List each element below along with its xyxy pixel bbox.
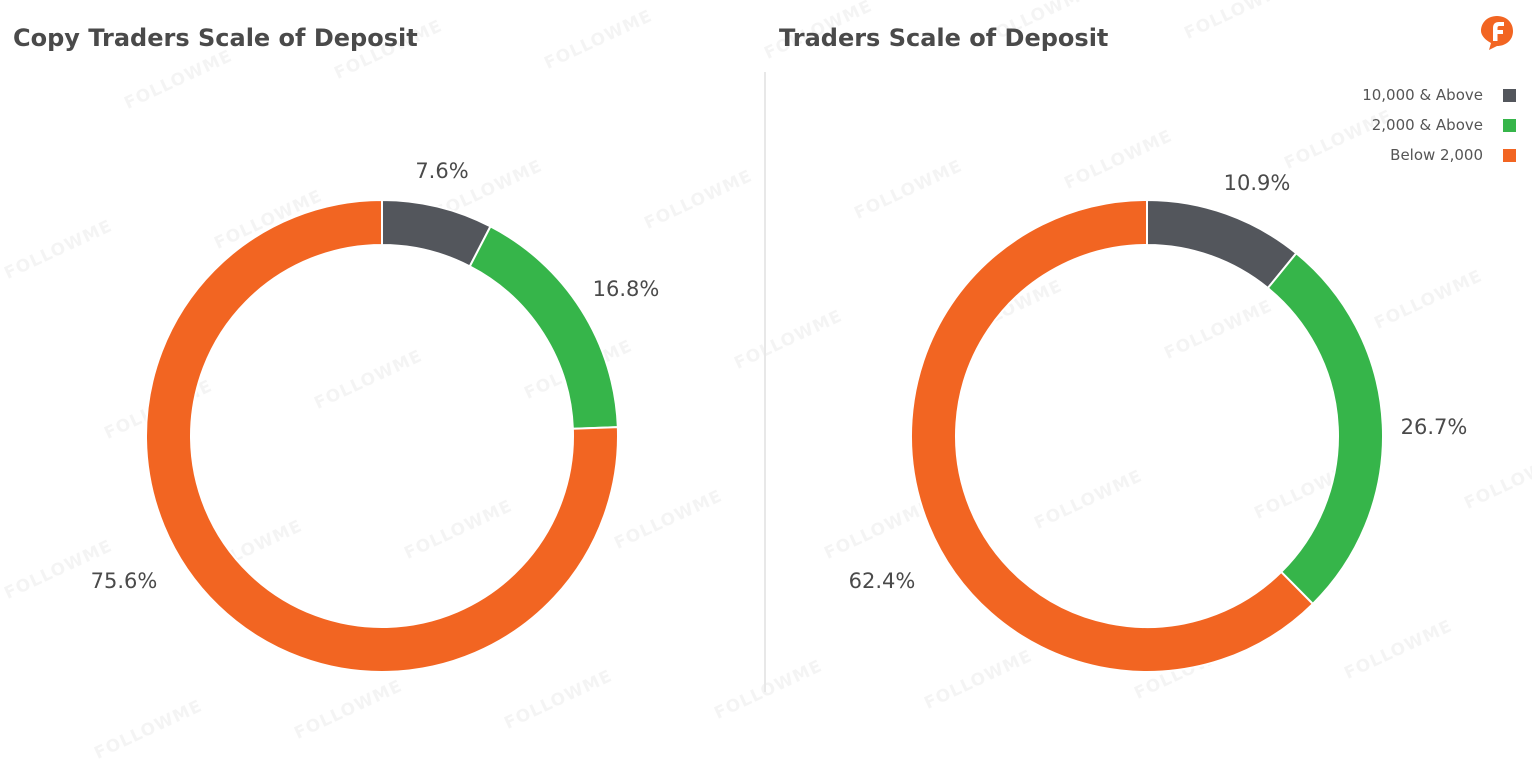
chart-title-traders: Traders Scale of Deposit <box>779 24 1109 52</box>
slice-value-label: 26.7% <box>1401 415 1468 439</box>
donut-slice-2000-above[interactable] <box>468 225 619 430</box>
slice-value-label: 10.9% <box>1224 171 1291 195</box>
panel-divider <box>764 72 766 692</box>
followme-logo-icon <box>1481 16 1513 50</box>
chart-title-copy-traders: Copy Traders Scale of Deposit <box>13 24 418 52</box>
legend-item-2000-above[interactable]: 2,000 & Above <box>1362 110 1516 140</box>
slice-value-label: 7.6% <box>415 159 468 183</box>
legend-label: Below 2,000 <box>1390 146 1483 164</box>
legend-swatch <box>1503 148 1516 162</box>
legend-label: 10,000 & Above <box>1362 86 1483 104</box>
legend-item-below-2000[interactable]: Below 2,000 <box>1362 140 1516 170</box>
slice-value-label: 62.4% <box>849 569 916 593</box>
donut-slice-below-2000[interactable] <box>910 198 1315 673</box>
legend-swatch <box>1503 88 1516 102</box>
legend-swatch <box>1503 118 1516 132</box>
legend-label: 2,000 & Above <box>1371 116 1483 134</box>
donut-slice-below-2000[interactable] <box>145 198 619 673</box>
legend-item-10000-above[interactable]: 10,000 & Above <box>1362 80 1516 110</box>
legend: 10,000 & Above 2,000 & Above Below 2,000 <box>1362 80 1516 170</box>
slice-value-label: 75.6% <box>91 569 158 593</box>
donut-chart-copy-traders: 7.6% 16.8% 75.6% <box>91 159 660 673</box>
donut-chart-traders: 10.9% 26.7% 62.4% <box>849 171 1468 673</box>
donut-slice-10000-above[interactable] <box>1146 198 1298 290</box>
donut-slice-2000-above[interactable] <box>1266 251 1384 606</box>
slice-value-label: 16.8% <box>593 277 660 301</box>
